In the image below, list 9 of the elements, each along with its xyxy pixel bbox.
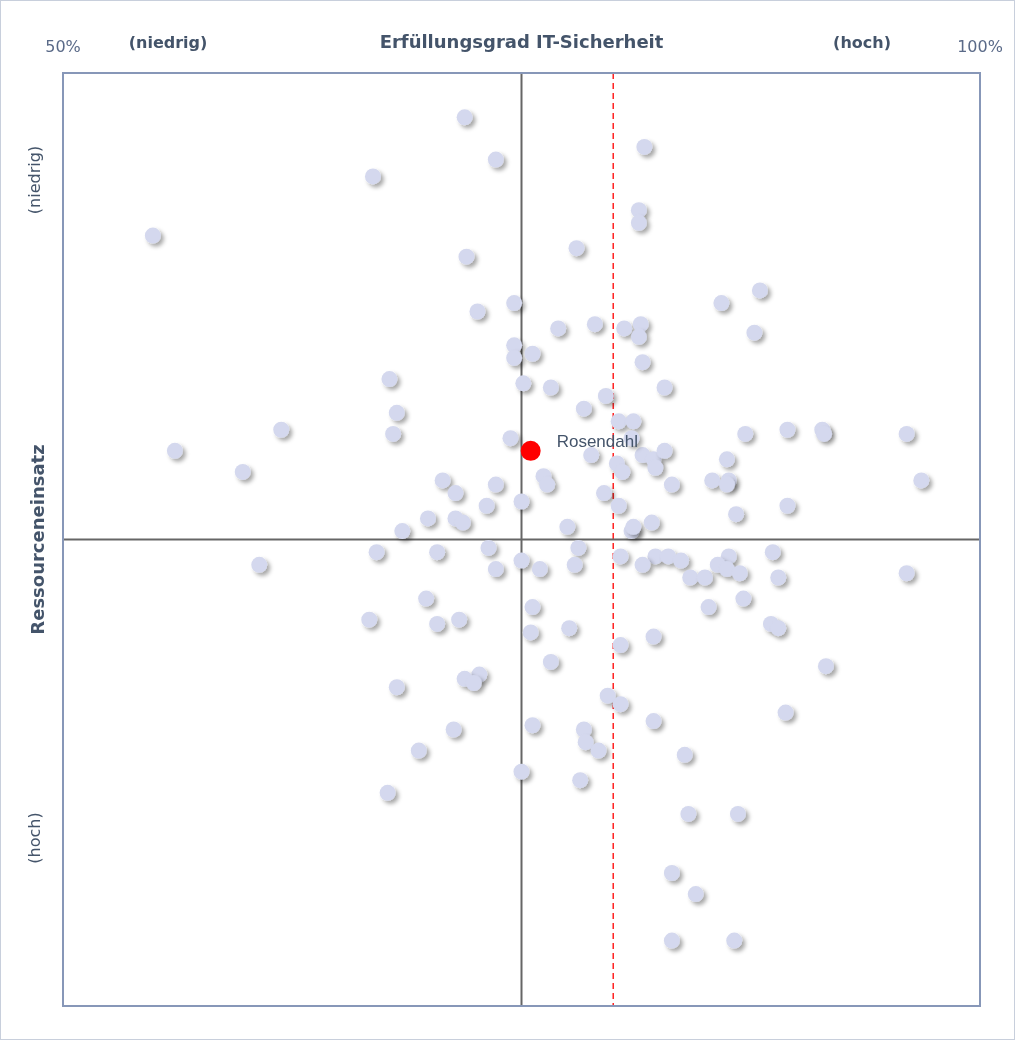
text: (niedrig) [25,145,44,215]
text: (niedrig) [128,33,208,52]
x-tick-label: 50% [45,37,81,56]
y-axis-title: Ressourceneinsatz [27,444,48,635]
text: (hoch) [25,812,44,864]
x-tick-label: 100% [957,37,1003,56]
text: (hoch) [833,33,891,52]
series-label: Rosendahl [556,431,638,451]
x-axis-title: Erfüllungsgrad IT-Sicherheit [379,31,664,52]
